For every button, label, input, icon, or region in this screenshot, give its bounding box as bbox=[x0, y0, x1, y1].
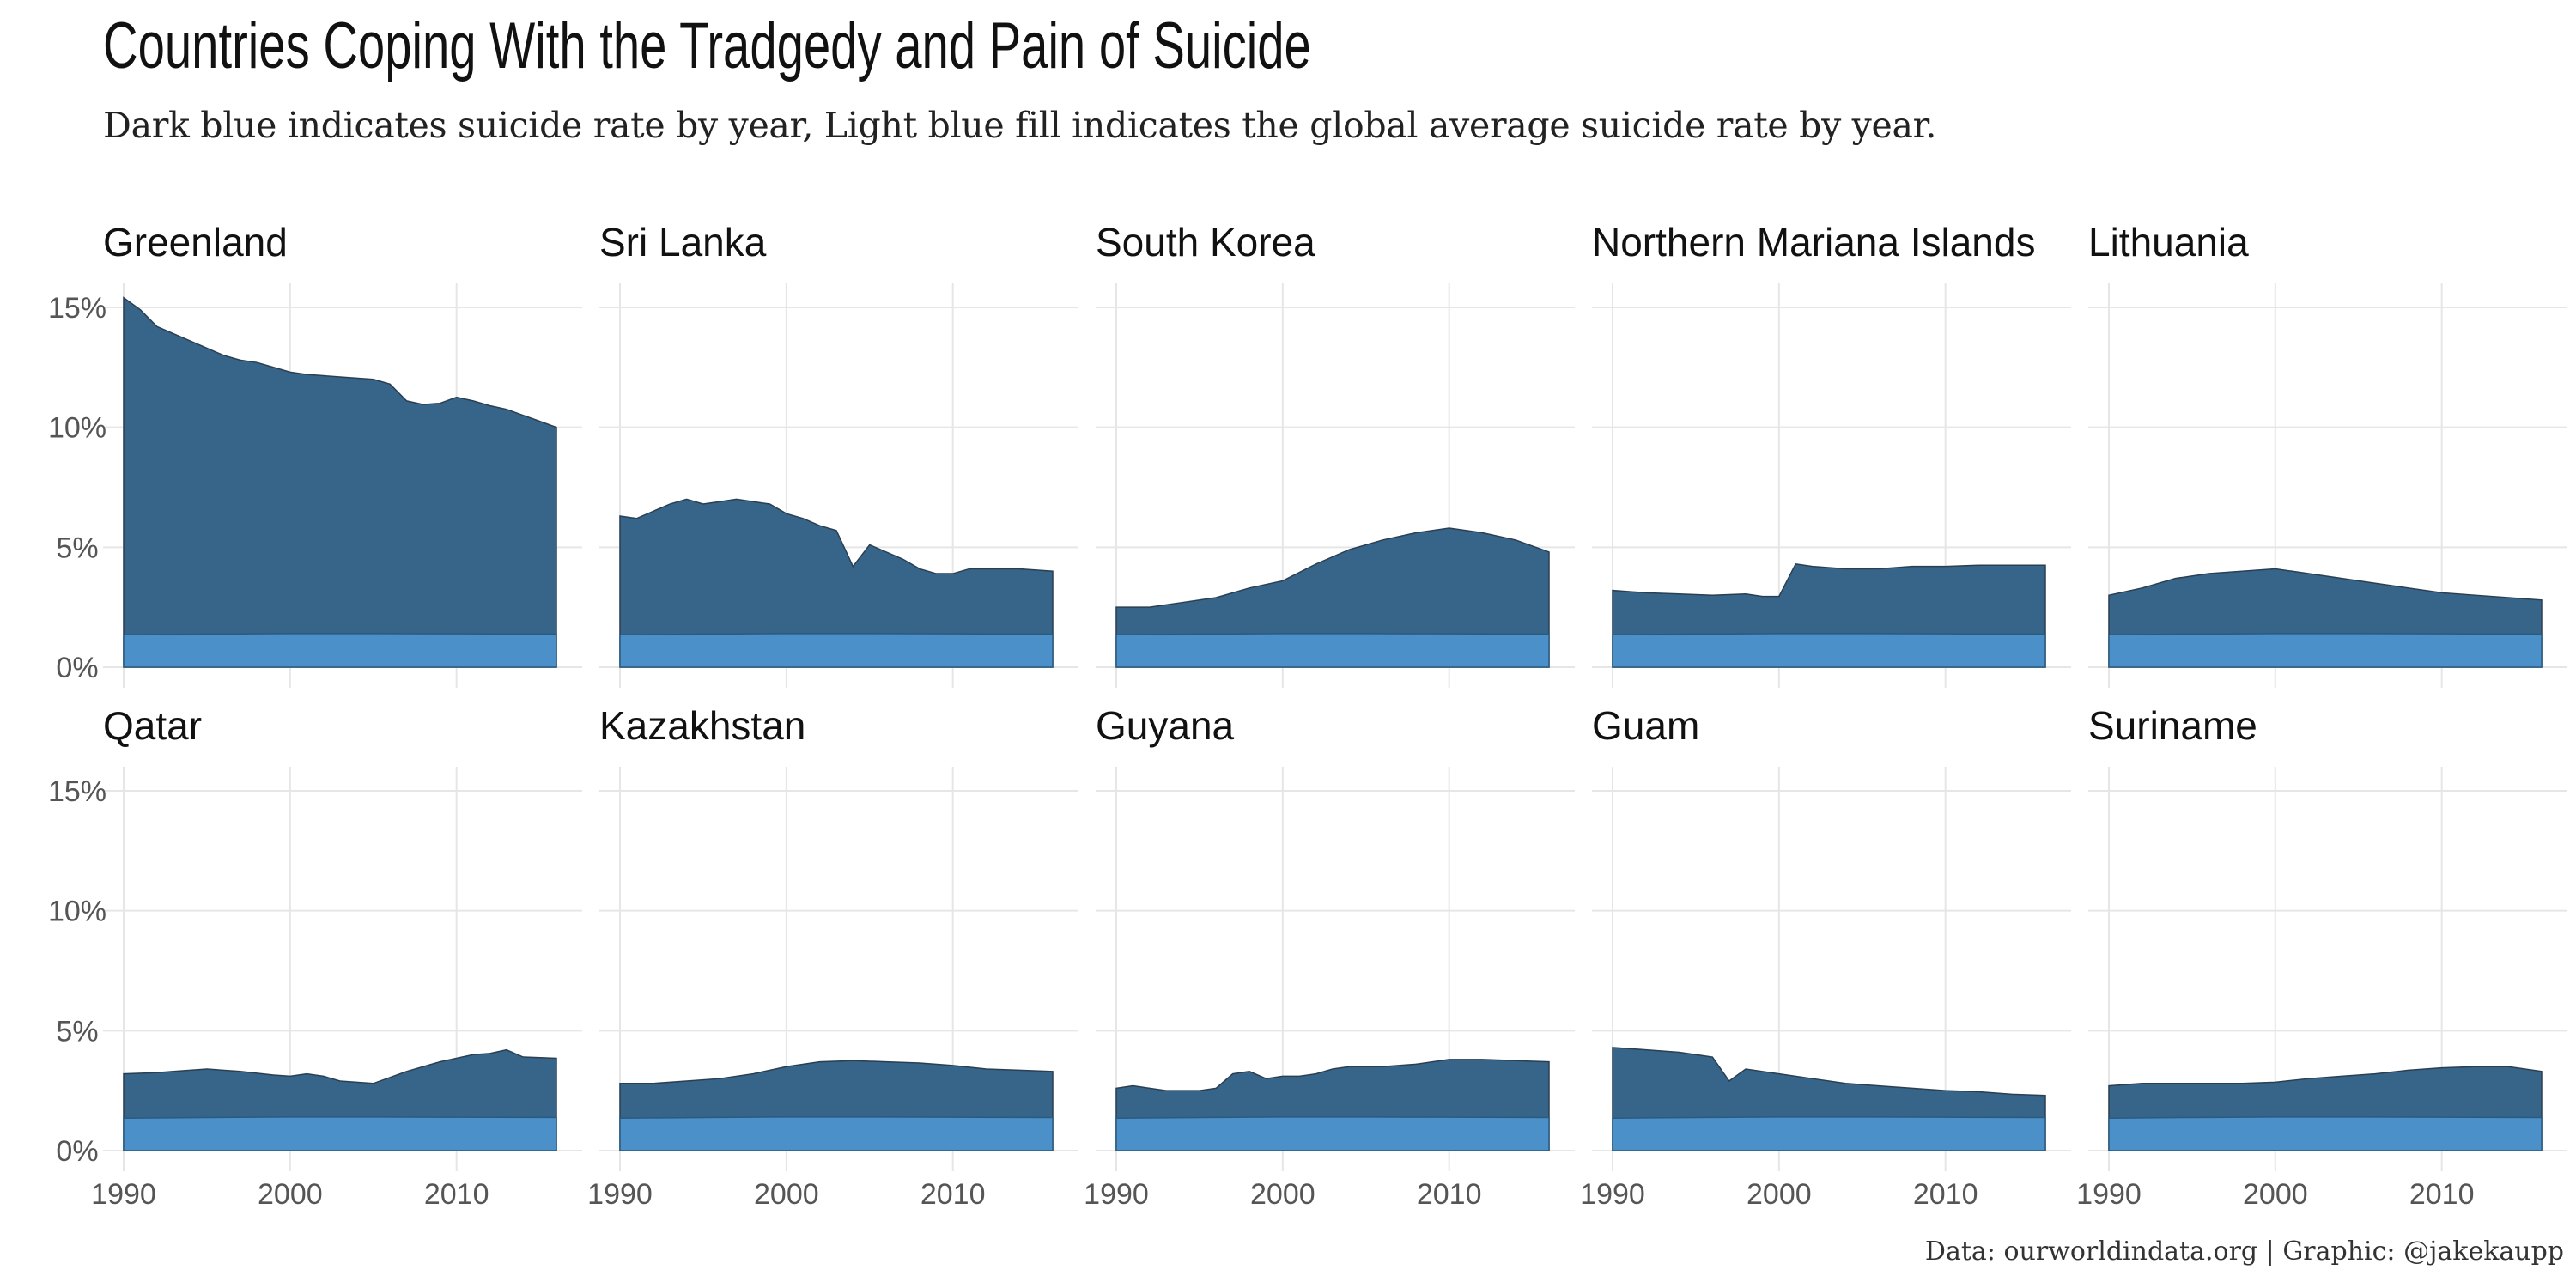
y-tick-label: 0% bbox=[56, 1135, 98, 1168]
panel-greenland: Greenland 0% 5% 10% 15% bbox=[48, 220, 582, 688]
panel-title: South Korea bbox=[1096, 220, 1315, 264]
global-average-area bbox=[123, 1116, 557, 1151]
x-tick-label: 2010 bbox=[1913, 1178, 1978, 1211]
y-tick-label: 5% bbox=[56, 1015, 98, 1048]
panel-guam: Guam 1990 2000 2010 bbox=[1580, 703, 2071, 1211]
global-average-area bbox=[123, 633, 557, 668]
y-tick-label: 5% bbox=[56, 532, 98, 564]
x-tick-label: 1990 bbox=[91, 1178, 156, 1211]
x-tick-label: 2000 bbox=[754, 1178, 819, 1211]
panel-suriname: Suriname 1990 2000 2010 bbox=[2076, 703, 2567, 1211]
global-average-area bbox=[2108, 633, 2543, 668]
global-average-area bbox=[2108, 1116, 2543, 1151]
x-tick-label: 1990 bbox=[1084, 1178, 1149, 1211]
panel-title: Qatar bbox=[103, 703, 202, 748]
x-tick-label: 2000 bbox=[1250, 1178, 1315, 1211]
x-tick-label: 2010 bbox=[1417, 1178, 1482, 1211]
panel-lithuania: Lithuania bbox=[2088, 220, 2567, 688]
global-average-area bbox=[619, 1116, 1054, 1151]
panel-title: Sri Lanka bbox=[599, 220, 767, 264]
y-tick-label: 10% bbox=[48, 412, 106, 445]
y-tick-label: 0% bbox=[56, 652, 98, 684]
panel-title: Suriname bbox=[2088, 703, 2257, 748]
panel-title: Kazakhstan bbox=[599, 703, 805, 748]
global-average-area bbox=[1612, 633, 2046, 668]
panel-title: Greenland bbox=[103, 220, 288, 264]
x-tick-label: 2000 bbox=[2243, 1178, 2308, 1211]
x-tick-label: 2010 bbox=[2409, 1178, 2475, 1211]
panel-title: Lithuania bbox=[2088, 220, 2249, 264]
chart-subtitle: Dark blue indicates suicide rate by year… bbox=[103, 105, 1937, 146]
panel-qatar: Qatar 0% 5% 10% 15% 1990 2000 2010 bbox=[48, 703, 582, 1211]
panel-title: Guyana bbox=[1096, 703, 1235, 748]
source-caption: Data: ourworldindata.org | Graphic: @jak… bbox=[1924, 1236, 2564, 1267]
x-tick-label: 2000 bbox=[1747, 1178, 1812, 1211]
panel-south-korea: South Korea bbox=[1096, 220, 1575, 688]
global-average-area bbox=[1115, 633, 1550, 668]
chart-title: Countries Coping With the Tradgedy and P… bbox=[103, 9, 1311, 82]
panel-guyana: Guyana 1990 2000 2010 bbox=[1084, 703, 1575, 1211]
x-tick-label: 2010 bbox=[920, 1178, 986, 1211]
x-tick-label: 2000 bbox=[258, 1178, 323, 1211]
x-tick-label: 1990 bbox=[2076, 1178, 2142, 1211]
x-tick-label: 1990 bbox=[587, 1178, 653, 1211]
panel-title: Northern Mariana Islands bbox=[1592, 220, 2035, 264]
country-rate-area bbox=[1115, 527, 1550, 668]
global-average-area bbox=[619, 633, 1054, 668]
panel-northern-mariana-islands: Northern Mariana Islands bbox=[1592, 220, 2071, 688]
global-average-area bbox=[1115, 1116, 1550, 1151]
x-tick-label: 1990 bbox=[1580, 1178, 1645, 1211]
x-tick-label: 2010 bbox=[424, 1178, 489, 1211]
country-rate-area bbox=[619, 498, 1054, 668]
panel-title: Guam bbox=[1592, 703, 1699, 748]
panel-kazakhstan: Kazakhstan 1990 2000 2010 bbox=[587, 703, 1078, 1211]
y-tick-label: 10% bbox=[48, 896, 106, 928]
country-rate-area bbox=[123, 296, 557, 668]
y-tick-label: 15% bbox=[48, 775, 106, 808]
global-average-area bbox=[1612, 1116, 2046, 1151]
y-tick-label: 15% bbox=[48, 292, 106, 325]
panel-sri-lanka: Sri Lanka bbox=[599, 220, 1078, 688]
